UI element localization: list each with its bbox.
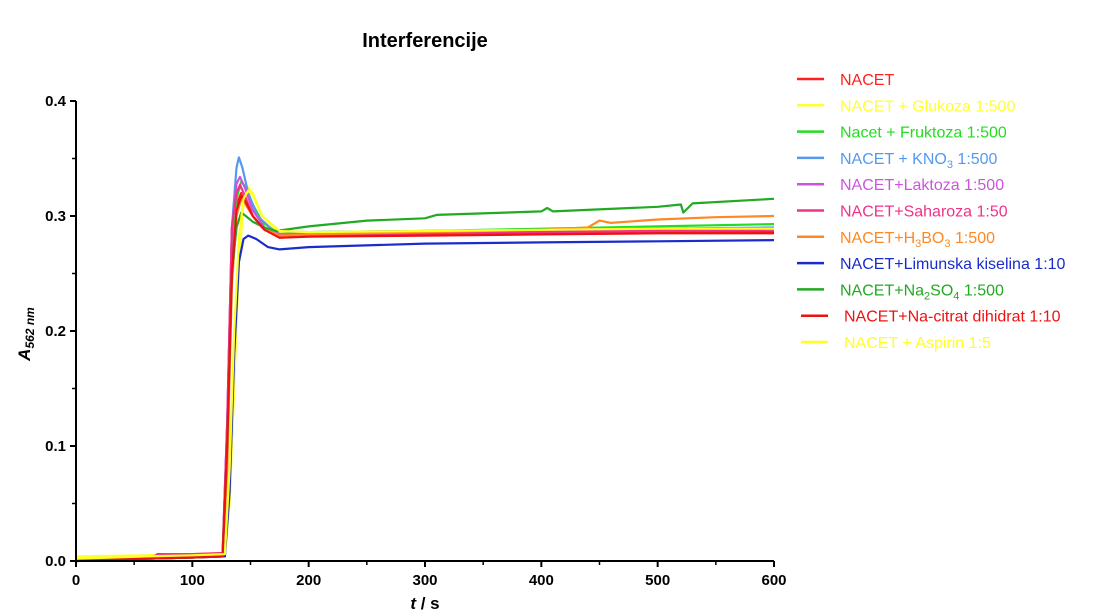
- legend-label-3: Nacet + Fruktoza 1:500: [840, 125, 1007, 142]
- series-line-6: [75, 183, 775, 563]
- x-tick-label: 100: [180, 572, 205, 589]
- legend-label-5: NACET+Laktoza 1:500: [840, 177, 1004, 194]
- series-line-11: [75, 189, 774, 560]
- x-tick-label: 300: [412, 572, 437, 589]
- series-line-7: [75, 197, 775, 563]
- legend-label-1: NACET: [840, 72, 894, 89]
- series-line-10: [75, 195, 774, 563]
- x-tick-label: 600: [761, 572, 786, 589]
- y-axis-label-sub: 562 nm: [23, 307, 37, 349]
- series-line-1: [75, 191, 774, 563]
- chart-title: Interferencije: [362, 30, 488, 52]
- legend-label-4: NACET + KNO3 1:500: [840, 151, 998, 171]
- y-tick-label: 0.3: [45, 208, 66, 225]
- series-line-9: [75, 197, 775, 563]
- legend-label-6: NACET+Saharoza 1:50: [840, 204, 1008, 221]
- x-axis-label-main: t: [410, 594, 417, 613]
- x-axis-label: t / s: [410, 594, 439, 613]
- legend: NACET NACET + Glukoza 1:500 Nacet + Frukto…: [797, 72, 1066, 352]
- x-tick-label: 500: [645, 572, 670, 589]
- legend-label-7: NACET+H3BO3 1:500: [840, 230, 995, 250]
- legend-label-10: NACET+Na-citrat dihidrat 1:10: [844, 309, 1061, 326]
- legend-label-8: NACET+Limunska kiselina 1:10: [840, 256, 1066, 273]
- y-tick-label: 0.4: [45, 93, 67, 110]
- y-axis-label: A562 nm: [15, 307, 37, 362]
- x-tick-label: 200: [296, 572, 321, 589]
- series-line-3: [75, 180, 775, 563]
- x-tick-label: 400: [529, 572, 554, 589]
- x-tick-label: 0: [72, 572, 80, 589]
- y-tick-label: 0.1: [45, 438, 66, 455]
- x-axis-label-unit: / s: [416, 594, 440, 613]
- series-line-8: [75, 234, 775, 563]
- y-tick-label: 0.0: [45, 553, 66, 570]
- y-tick-label: 0.2: [45, 323, 66, 340]
- legend-label-9: NACET+Na2SO4 1:500: [840, 282, 1004, 302]
- axes-layer: 0 100 200 300 400 500 600 0.0 0.1 0.2 0.3 0.4: [45, 93, 786, 589]
- legend-label-2: NACET + Glukoza 1:500: [840, 98, 1015, 115]
- legend-label-11: NACET + Aspirin 1:5: [844, 335, 991, 352]
- y-axis-label-main: A: [15, 349, 34, 362]
- series-layer: [75, 156, 775, 563]
